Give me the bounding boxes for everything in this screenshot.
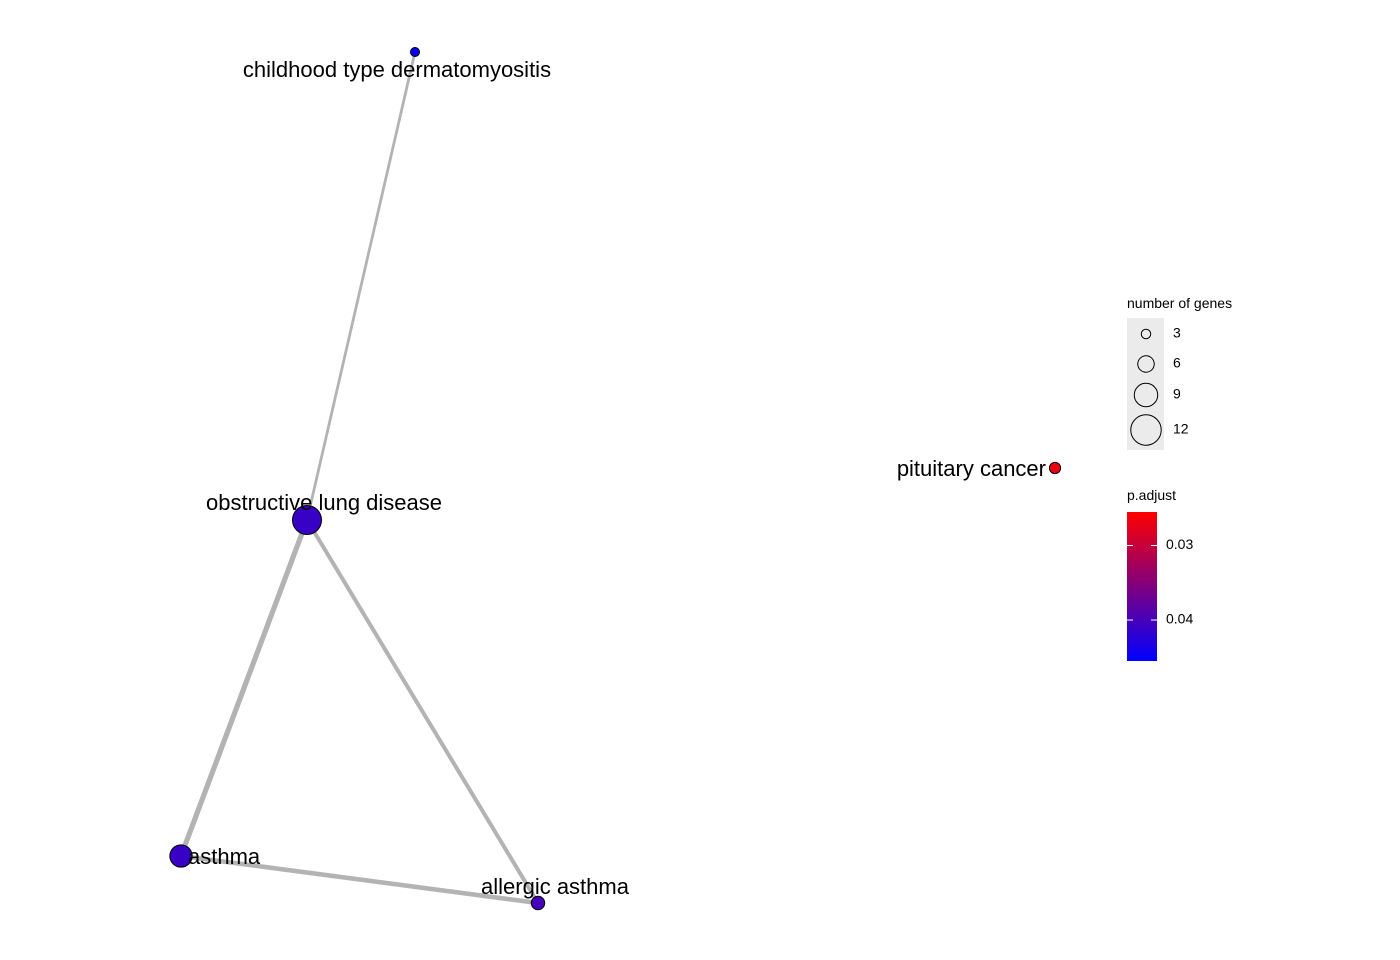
size-legend-label: 6 [1173, 355, 1181, 371]
color-legend: p.adjust 0.03 0.04 [1127, 487, 1193, 661]
size-legend-label: 12 [1173, 421, 1189, 437]
node-allergic [530, 895, 546, 911]
edge-childhood-obstructive [305, 50, 417, 522]
color-legend-bar [1127, 512, 1157, 661]
color-legend-ticks: 0.03 0.04 [1127, 536, 1193, 627]
nodes-layer [169, 47, 1062, 911]
edge-asthma-allergic [178, 853, 541, 906]
size-legend-label: 3 [1173, 325, 1181, 341]
labels-layer: childhood type dermatomyositis obstructiv… [188, 57, 1046, 899]
node-pituitary [1048, 461, 1062, 475]
edges-layer [178, 50, 541, 906]
node-label-allergic: allergic asthma [481, 874, 630, 899]
size-legend-key-background [1127, 318, 1164, 450]
node-label-obstructive: obstructive lung disease [206, 490, 442, 515]
node-label-pituitary: pituitary cancer [897, 456, 1046, 481]
node-label-childhood: childhood type dermatomyositis [243, 57, 551, 82]
node-label-asthma: asthma [188, 844, 261, 869]
edge-obstructive-allergic [305, 518, 540, 905]
color-legend-tick-label: 0.04 [1166, 611, 1193, 627]
size-legend-title: number of genes [1127, 295, 1232, 311]
size-legend-circle [1140, 328, 1152, 340]
edge-obstructive-asthma [178, 517, 310, 859]
node-asthma [169, 844, 193, 868]
color-legend-title: p.adjust [1127, 487, 1176, 503]
node-childhood [410, 47, 420, 57]
size-legend-label: 9 [1173, 386, 1181, 402]
color-legend-tick-label: 0.03 [1166, 536, 1193, 552]
size-legend-circle [1130, 414, 1162, 446]
size-legend-items: 3 6 9 12 [1130, 325, 1189, 446]
node-obstructive [292, 505, 322, 535]
size-legend-circle [1133, 382, 1159, 408]
size-legend-circle [1137, 355, 1155, 373]
size-legend: number of genes 3 6 9 12 [1127, 295, 1232, 450]
